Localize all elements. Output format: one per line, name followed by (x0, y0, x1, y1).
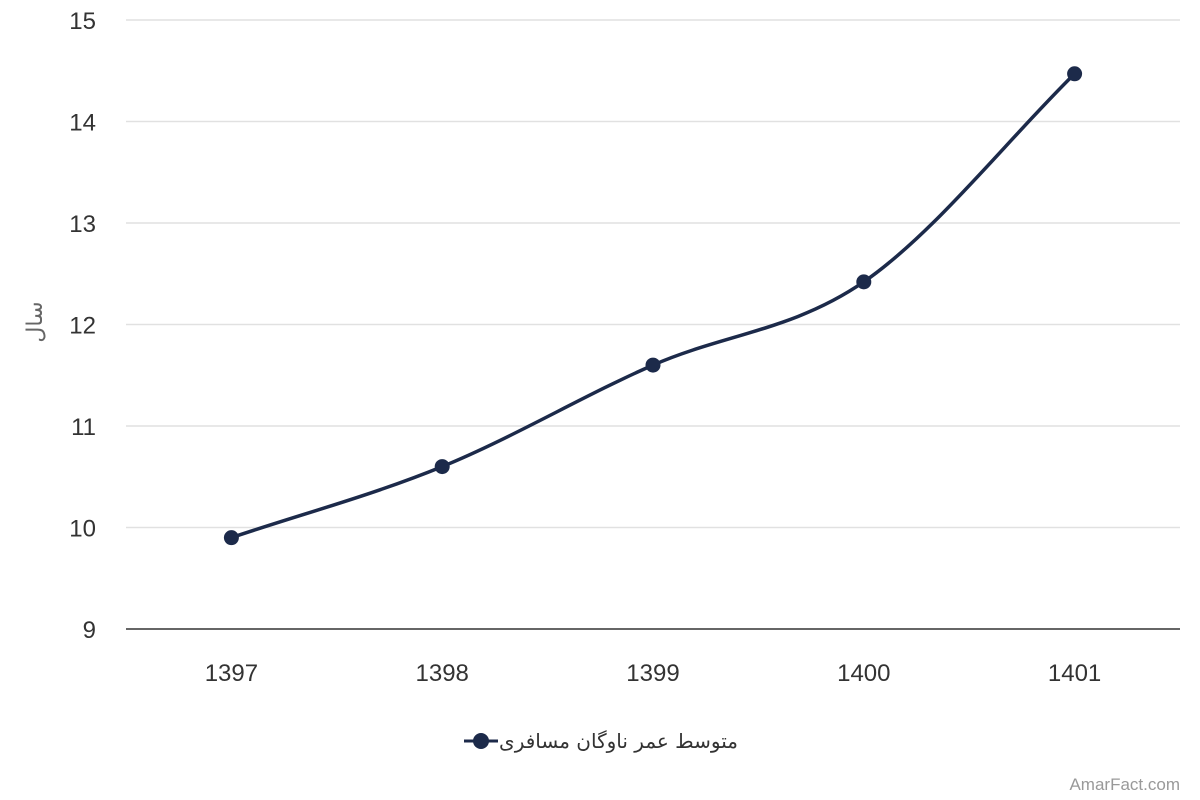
x-tick-label: 1400 (837, 660, 890, 687)
y-tick-label: 9 (83, 617, 96, 644)
legend[interactable]: متوسط عمر ناوگان مسافری (464, 729, 738, 753)
y-tick-label: 15 (69, 8, 96, 35)
data-point[interactable] (856, 274, 872, 290)
legend-marker-icon (473, 733, 489, 749)
data-point[interactable] (645, 357, 661, 373)
series-lines (229, 72, 1077, 540)
grid-lines (126, 19, 1180, 529)
credit-text[interactable]: AmarFact.com (1069, 775, 1180, 794)
x-tick-label: 1399 (626, 660, 679, 687)
x-tick-label: 1401 (1048, 660, 1101, 687)
data-points (223, 66, 1083, 546)
x-tick-label: 1398 (416, 660, 469, 687)
y-axis-label: سال (23, 301, 48, 342)
data-point[interactable] (1067, 66, 1083, 82)
y-tick-label: 12 (69, 313, 96, 340)
y-tick-label: 10 (69, 516, 96, 543)
y-axis-ticks: 9 10 11 12 13 14 15 (69, 8, 96, 644)
legend-label: متوسط عمر ناوگان مسافری (499, 729, 738, 753)
data-point[interactable] (223, 530, 239, 546)
x-tick-label: 1397 (205, 660, 258, 687)
x-axis: 1397 1398 1399 1400 1401 (126, 628, 1180, 687)
series-line (229, 72, 1077, 540)
y-tick-label: 11 (71, 414, 96, 441)
y-tick-label: 13 (69, 211, 96, 238)
data-point[interactable] (434, 459, 450, 475)
y-tick-label: 14 (69, 110, 96, 137)
